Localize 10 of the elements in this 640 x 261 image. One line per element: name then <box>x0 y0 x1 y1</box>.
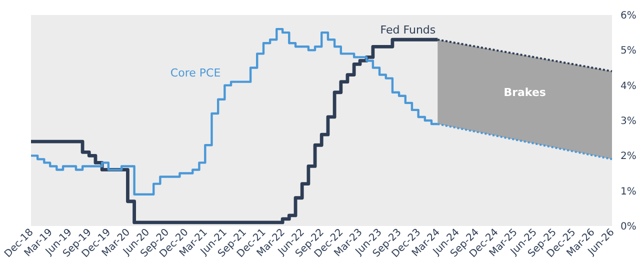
annotation: Brakes <box>504 86 546 100</box>
y-tick-label: 6% <box>620 10 636 22</box>
y-tick-label: 0% <box>620 222 636 232</box>
series-label: Core PCE <box>170 66 221 80</box>
y-tick-label: 1% <box>620 186 636 198</box>
y-tick-label: 5% <box>620 46 636 57</box>
y-tick-label: 3% <box>620 116 636 127</box>
y-tick-label: 4% <box>620 80 636 92</box>
series-label: Fed Funds <box>380 24 436 37</box>
y-tick-label: 2% <box>620 151 636 162</box>
